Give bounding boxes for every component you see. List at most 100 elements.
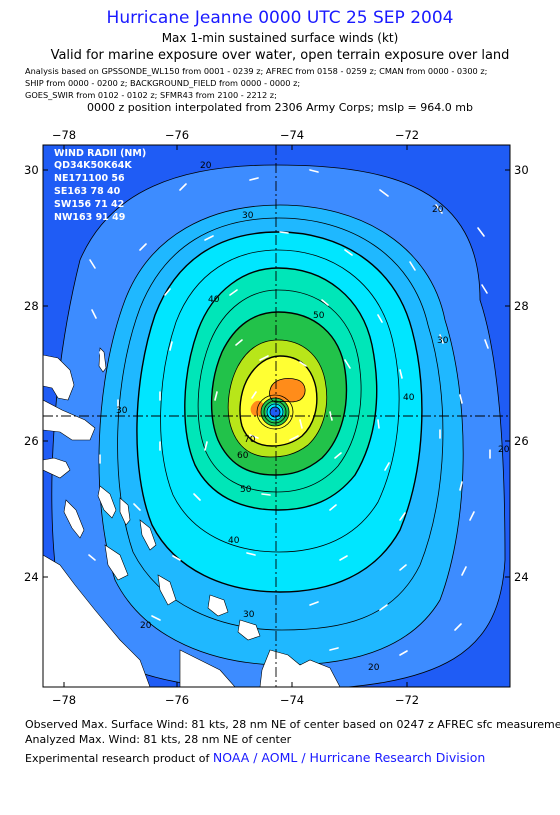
exposure-note: Valid for marine exposure over water, op… [50,48,510,63]
analysis-line-1: Analysis based on GPSSONDE_WL150 from 00… [25,66,488,76]
isotach-55kt [197,289,362,493]
axis-ticks [43,145,510,687]
wind-barb [454,623,462,631]
bahamas-inagua [207,594,229,617]
wind-radii-columns: QD34K50K64K [54,160,132,171]
lat-label-right: 26 [514,434,529,448]
credit-line: Experimental research product of NOAA / … [25,750,485,765]
contour-label-group: 20 20 20 20 20 30 30 30 30 40 40 40 50 5… [116,161,510,673]
wind-barb [179,183,187,191]
wind-barb [249,177,259,181]
wind-barb [261,493,271,496]
isotach-eye-5 [269,406,281,418]
contour-label: 60 [237,451,249,461]
lat-label-left: 24 [24,570,39,584]
wind-radii-row-sw: SW156 71 42 [54,199,124,210]
wind-barb [379,604,388,611]
bahamas-cat-island [119,497,131,526]
hispaniola-coast [259,649,341,687]
wind-barb [399,564,407,571]
map-subtitle: Max 1-min sustained surface winds (kt) [161,31,399,45]
wind-barb [235,339,243,346]
wind-barb [435,204,443,214]
contour-label: 40 [403,393,415,403]
wind-barbs [88,169,491,656]
wind-barb [377,419,380,429]
plot-frame [42,144,511,688]
lon-label-top: −78 [52,128,76,142]
isotach-eye-2 [260,397,290,427]
wind-barb [169,341,173,351]
wind-barb [399,369,403,379]
analyzed-max-wind: Analyzed Max. Wind: 81 kts, 28 nm NE of … [25,733,292,746]
hrd-link[interactable]: NOAA / AOML / Hurricane Research Divisio… [212,750,486,765]
lat-label-left: 26 [24,434,39,448]
wind-barb [164,288,171,296]
wind-barb [88,554,96,561]
isotach-eye-4 [266,403,284,421]
isotach-eye-1 [256,394,294,430]
wind-barb [229,289,238,296]
bahamas-central-2 [97,485,117,519]
bahamas-andros [43,399,96,441]
wind-radii-row-nw: NW163 91 49 [54,212,125,223]
wind-barb [151,615,161,621]
wind-barb [251,391,257,399]
wind-barb [344,359,351,369]
center-crosshair [43,145,510,687]
wind-barb [399,512,406,521]
lat-label-right: 28 [514,299,529,313]
wind-barb [139,243,147,251]
wind-barb [459,481,463,491]
wind-radii-table: WIND RADII (NM) QD34K50K64K NE171100 56 … [54,148,146,223]
contour-label: 70 [244,435,256,445]
position-note: 0000 z position interpolated from 2306 A… [87,101,473,114]
contour-label: 30 [243,610,255,620]
isotach-45kt [160,249,400,553]
wind-barb [484,339,489,349]
wind-barb [289,435,299,441]
wind-radii-row-ne: NE171100 56 [54,173,125,184]
turks-caicos [237,619,261,641]
wind-barb [249,434,259,439]
isotach-50kt [184,267,378,511]
contour-label: 40 [208,295,220,305]
wind-barb [299,419,303,429]
wind-barb [89,259,96,269]
lat-label-left: 28 [24,299,39,313]
lon-label-bottom: −78 [52,693,76,707]
wind-barb [339,555,348,561]
wind-contour-field: 20 20 20 20 20 30 30 30 30 40 40 40 50 5… [43,145,510,687]
isotach-eye-3 [263,400,287,424]
wind-barb [279,231,289,234]
contour-label: 20 [200,161,212,171]
observed-max-wind: Observed Max. Surface Wind: 81 kts, 28 n… [25,718,560,731]
contour-label: 30 [242,211,254,221]
wind-barb [481,284,488,294]
bahamas-long-island [139,519,157,551]
lon-label-top: −74 [280,128,304,142]
lat-label-left: 30 [24,163,39,177]
isotach-60kt [210,311,348,476]
land-masses [43,347,341,687]
wind-barb [439,334,444,344]
wind-barb [299,361,307,367]
isotach-40kt [136,231,423,593]
wind-barb [309,169,319,173]
lat-label-right: 30 [514,163,529,177]
contour-label: 30 [437,336,449,346]
bahamas-abaco [43,354,75,401]
wind-barb [377,314,383,323]
lon-label-bottom: −76 [165,693,189,707]
wind-barb [399,650,408,656]
wind-barb [459,394,463,404]
lon-label-top: −76 [165,128,189,142]
map-title: Hurricane Jeanne 0000 UTC 25 SEP 2004 [106,8,454,28]
lon-label-bottom: −72 [395,693,419,707]
isotach-lines [51,164,506,687]
wind-barb [99,351,103,361]
wind-barb [334,452,342,459]
credit-prefix: Experimental research product of [25,752,213,765]
wind-radii-header: WIND RADII (NM) [54,148,146,159]
